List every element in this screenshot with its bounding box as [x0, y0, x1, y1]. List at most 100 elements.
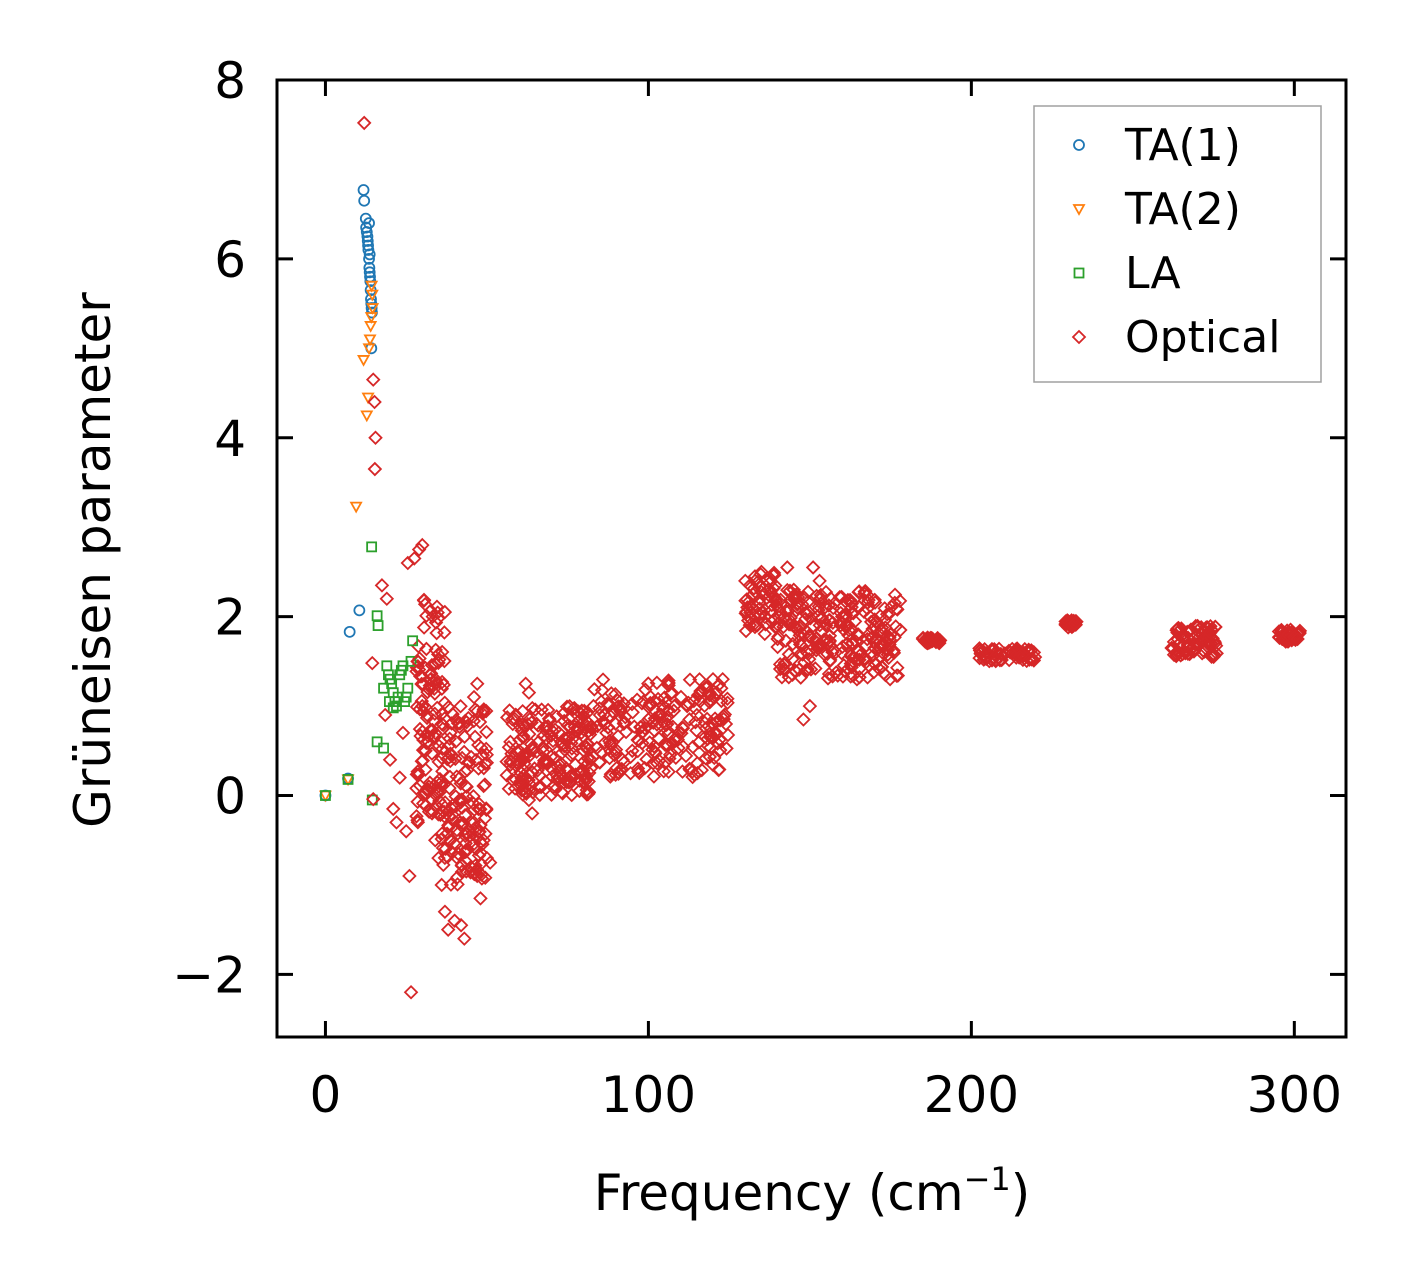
- data-point: [576, 743, 592, 759]
- data-point: [718, 716, 734, 732]
- optical-point: [561, 775, 577, 790]
- data-point: [365, 655, 380, 671]
- optical-point: [410, 764, 425, 779]
- optical-point: [412, 721, 428, 737]
- data-point: [615, 752, 630, 768]
- optical-point: [763, 583, 779, 599]
- optical-point: [471, 848, 487, 863]
- optical-point: [872, 640, 888, 655]
- optical-point: [694, 683, 709, 698]
- optical-point: [739, 604, 754, 620]
- optical-point: [828, 665, 844, 680]
- optical-point: [660, 722, 675, 738]
- optical-point: [890, 660, 905, 675]
- data-point: [395, 725, 411, 741]
- optical-point: [766, 565, 782, 581]
- optical-point: [570, 714, 586, 729]
- optical-point: [428, 615, 444, 630]
- optical-point: [437, 850, 453, 866]
- optical-point: [416, 620, 432, 635]
- legend-entry: LA: [1073, 248, 1181, 299]
- data-point: [342, 774, 354, 785]
- optical-point: [476, 704, 491, 719]
- optical-point: [618, 724, 634, 740]
- data-point: [364, 312, 378, 324]
- optical-point: [791, 634, 807, 649]
- optical-point: [740, 600, 755, 615]
- data-point: [361, 235, 374, 247]
- legend-label: LA: [1125, 248, 1181, 299]
- optical-point: [976, 648, 991, 664]
- data-point: [973, 645, 989, 660]
- optical-point: [664, 685, 680, 700]
- optical-point: [435, 741, 450, 757]
- data-point: [599, 725, 614, 741]
- x-tick-label: 100: [601, 1066, 696, 1124]
- data-point: [511, 743, 527, 759]
- optical-point: [821, 598, 837, 613]
- optical-point: [437, 776, 452, 792]
- optical-point: [792, 628, 808, 643]
- legend-label: TA(1): [1124, 120, 1241, 171]
- optical-point: [477, 870, 493, 885]
- optical-point: [681, 695, 696, 711]
- optical-point: [547, 722, 563, 738]
- data-point: [1064, 618, 1079, 633]
- optical-point: [1190, 638, 1205, 653]
- data-point: [915, 631, 931, 647]
- optical-point: [470, 703, 485, 719]
- data-point: [374, 578, 390, 593]
- data-point: [1203, 625, 1218, 641]
- optical-point: [657, 690, 672, 705]
- optical-point: [778, 633, 794, 648]
- optical-point: [986, 641, 1002, 657]
- optical-point: [428, 642, 443, 658]
- data-point: [353, 604, 366, 617]
- optical-point: [422, 667, 438, 682]
- optical-point: [613, 702, 628, 717]
- optical-point: [428, 788, 444, 803]
- optical-point: [583, 760, 599, 776]
- optical-point: [803, 662, 819, 677]
- data-point: [389, 815, 404, 830]
- optical-point: [776, 661, 791, 676]
- optical-point: [427, 686, 443, 701]
- optical-point: [605, 704, 620, 719]
- optical-point: [599, 696, 615, 712]
- optical-point: [448, 751, 463, 767]
- optical-point: [545, 779, 561, 795]
- data-point: [476, 832, 491, 848]
- optical-point: [437, 711, 452, 726]
- optical-point: [434, 681, 450, 697]
- optical-point: [1206, 649, 1221, 665]
- data-point: [518, 779, 533, 794]
- optical-point: [772, 661, 788, 677]
- optical-point: [755, 605, 771, 621]
- optical-point: [453, 698, 468, 714]
- optical-point: [657, 737, 673, 753]
- legend-marker: [1073, 139, 1085, 151]
- legend-label: TA(2): [1124, 184, 1241, 235]
- data-point: [524, 806, 540, 821]
- optical-point: [514, 723, 530, 738]
- optical-point: [568, 757, 583, 772]
- optical-point: [852, 669, 867, 685]
- optical-point: [441, 699, 456, 715]
- optical-point: [577, 703, 592, 719]
- data-point: [320, 790, 331, 801]
- data-point: [407, 635, 419, 647]
- data-point: [828, 645, 843, 660]
- data-point: [402, 682, 414, 694]
- optical-point: [800, 594, 816, 610]
- optical-point: [414, 669, 430, 684]
- optical-point: [697, 698, 712, 714]
- optical-point: [434, 716, 450, 732]
- optical-point: [656, 764, 672, 779]
- optical-point: [441, 818, 456, 833]
- optical-point: [425, 803, 440, 819]
- y-tick-label: 6: [214, 231, 246, 289]
- optical-point: [800, 584, 816, 600]
- data-point: [460, 841, 475, 857]
- data-point: [1164, 640, 1179, 656]
- legend-marker: [1072, 204, 1086, 216]
